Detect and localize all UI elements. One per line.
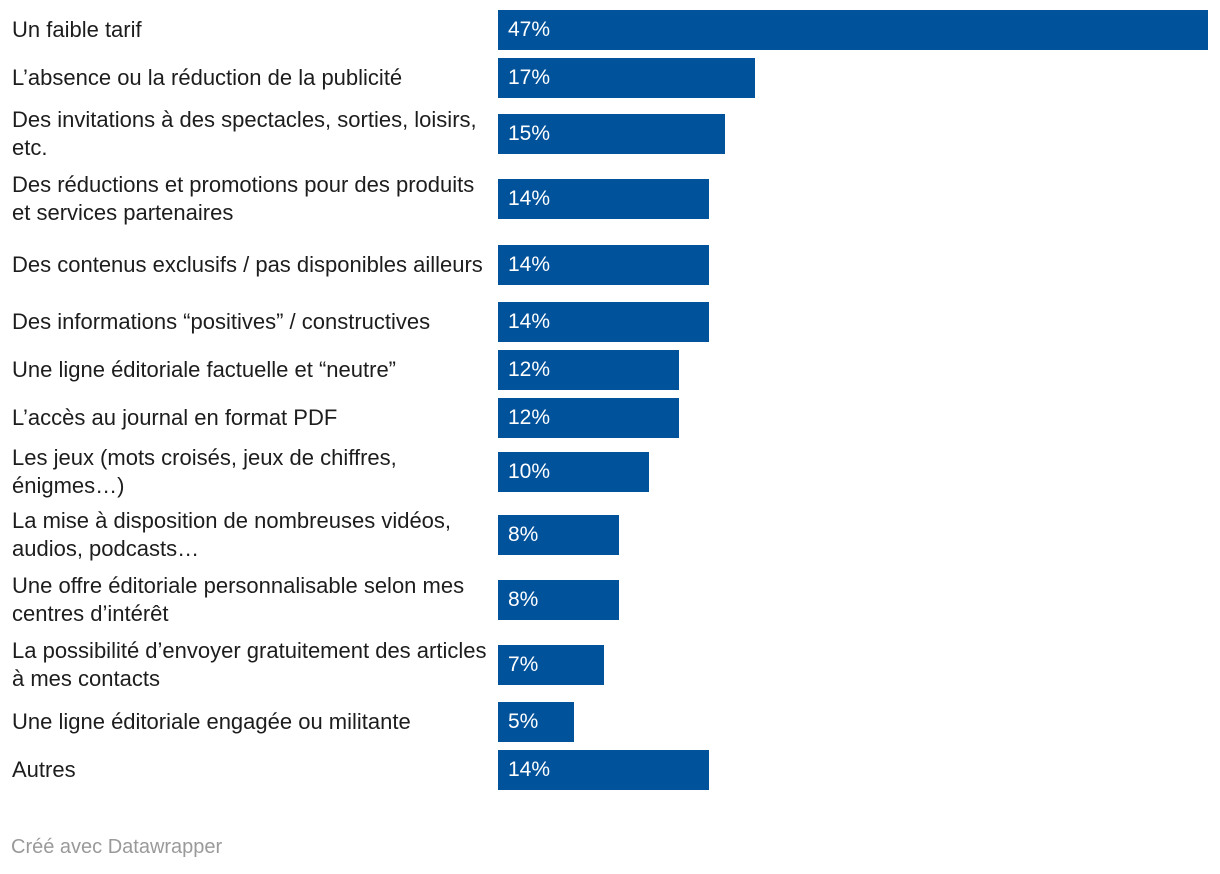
bar-chart: Un faible tarif 47% L’absence ou la réduct…: [0, 6, 1220, 794]
category-label: Une ligne éditoriale factuelle et “neutr…: [12, 357, 397, 382]
bar-row: Une ligne éditoriale engagée ou militant…: [0, 698, 1220, 746]
value-label: 12%: [508, 358, 551, 381]
value-label: 10%: [508, 460, 551, 483]
bar-row: Une offre éditoriale personnalisable sel…: [0, 568, 1220, 632]
bar-row: Des informations “positives” / construct…: [0, 298, 1220, 346]
bar-row: Les jeux (mots croisés, jeux de chiffres…: [0, 442, 1220, 502]
category-label: Des informations “positives” / construct…: [12, 309, 431, 334]
category-label: Des invitations à des spectacles, sortie…: [12, 107, 477, 160]
value-label: 8%: [508, 523, 539, 546]
value-label: 14%: [508, 253, 551, 276]
bar: 14%: [498, 179, 709, 219]
category-label: La possibilité d’envoyer gratuitement de…: [12, 638, 487, 691]
bar: 10%: [498, 452, 649, 492]
category-label: L’accès au journal en format PDF: [12, 405, 338, 430]
category-label: Une ligne éditoriale engagée ou militant…: [12, 709, 411, 734]
value-label: 8%: [508, 588, 539, 611]
bar-row: Des réductions et promotions pour des pr…: [0, 166, 1220, 232]
value-label: 47%: [508, 18, 551, 41]
category-label: L’absence ou la réduction de la publicit…: [12, 65, 403, 90]
bar: 17%: [498, 58, 755, 98]
category-label: Des contenus exclusifs / pas disponibles…: [12, 252, 483, 277]
category-label: Autres: [12, 757, 76, 782]
bar: 12%: [498, 350, 679, 390]
value-label: 5%: [508, 710, 539, 733]
bar-row: Des invitations à des spectacles, sortie…: [0, 102, 1220, 166]
bar-row: La mise à disposition de nombreuses vidé…: [0, 502, 1220, 568]
bar-row: La possibilité d’envoyer gratuitement de…: [0, 632, 1220, 698]
category-label: Une offre éditoriale personnalisable sel…: [12, 573, 465, 626]
bar: 7%: [498, 645, 604, 685]
value-label: 12%: [508, 406, 551, 429]
bar: 14%: [498, 302, 709, 342]
value-label: 14%: [508, 758, 551, 781]
category-label: La mise à disposition de nombreuses vidé…: [12, 508, 452, 561]
value-label: 17%: [508, 66, 551, 89]
value-label: 14%: [508, 187, 551, 210]
category-label: Un faible tarif: [12, 17, 142, 42]
bar-row: Autres 14%: [0, 746, 1220, 794]
bar-row: Une ligne éditoriale factuelle et “neutr…: [0, 346, 1220, 394]
bar-row: Des contenus exclusifs / pas disponibles…: [0, 232, 1220, 298]
bar: 12%: [498, 398, 679, 438]
bar: 5%: [498, 702, 574, 742]
bar-row: L’accès au journal en format PDF 12%: [0, 394, 1220, 442]
bar: 14%: [498, 245, 709, 285]
bar: 8%: [498, 515, 619, 555]
bar-row: Un faible tarif 47%: [0, 6, 1220, 54]
category-label: Les jeux (mots croisés, jeux de chiffres…: [12, 445, 397, 498]
bar: 8%: [498, 580, 619, 620]
bar: 47%: [498, 10, 1208, 50]
value-label: 14%: [508, 310, 551, 333]
bar: 15%: [498, 114, 725, 154]
datawrapper-credit: Créé avec Datawrapper: [11, 836, 223, 858]
category-label: Des réductions et promotions pour des pr…: [12, 172, 475, 225]
bar-row: L’absence ou la réduction de la publicit…: [0, 54, 1220, 102]
bar: 14%: [498, 750, 709, 790]
value-label: 7%: [508, 653, 539, 676]
value-label: 15%: [508, 122, 551, 145]
